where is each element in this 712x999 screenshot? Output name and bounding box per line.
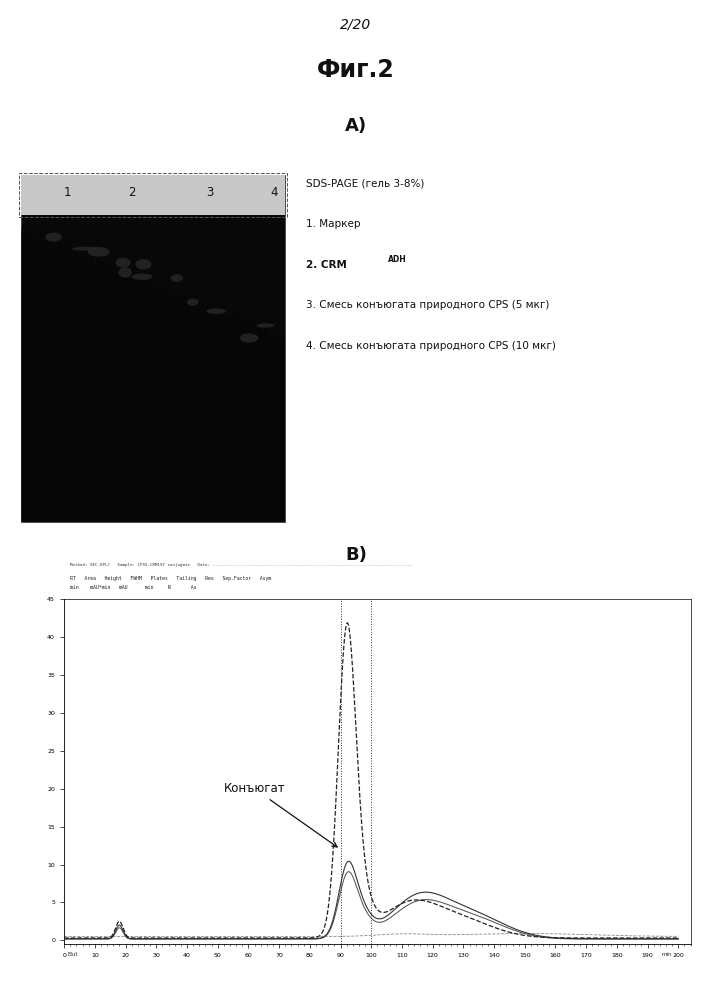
Text: 1: 1 bbox=[64, 187, 71, 200]
Text: 3. Смесь конъюгата природного CPS (5 мкг): 3. Смесь конъюгата природного CPS (5 мкг… bbox=[306, 301, 550, 311]
Ellipse shape bbox=[132, 274, 152, 280]
Text: RT   Area   Height   FWHM   Plates   Tailing   Res   Sep.Factor   Asym: RT Area Height FWHM Plates Tailing Res S… bbox=[70, 575, 444, 581]
Ellipse shape bbox=[72, 247, 99, 251]
Text: 4: 4 bbox=[271, 187, 278, 200]
Ellipse shape bbox=[206, 309, 226, 314]
Text: 2: 2 bbox=[128, 187, 135, 200]
Ellipse shape bbox=[256, 324, 274, 328]
Text: Конъюгат: Конъюгат bbox=[224, 782, 337, 847]
Bar bbox=[19, 173, 287, 217]
Text: B): B) bbox=[345, 546, 367, 564]
Ellipse shape bbox=[115, 258, 130, 268]
Bar bbox=[21, 175, 285, 216]
Ellipse shape bbox=[171, 275, 183, 282]
Ellipse shape bbox=[88, 247, 110, 257]
Text: ADH: ADH bbox=[388, 255, 407, 264]
Text: Фиг.2: Фиг.2 bbox=[317, 58, 395, 82]
Text: Method: SEC-HPLC   Sample: CPS5-CRM197 conjugate   Date: -----------------------: Method: SEC-HPLC Sample: CPS5-CRM197 con… bbox=[70, 563, 413, 567]
Text: 4. Смесь конъюгата природного CPS (10 мкг): 4. Смесь конъюгата природного CPS (10 мк… bbox=[306, 341, 556, 351]
Bar bbox=[21, 175, 285, 522]
Text: 2. CRM: 2. CRM bbox=[306, 260, 347, 270]
Text: A): A) bbox=[345, 117, 367, 135]
Ellipse shape bbox=[240, 334, 258, 343]
Text: min: min bbox=[661, 951, 672, 957]
Text: min    mAU*min   mAU      min     N       As: min mAU*min mAU min N As bbox=[70, 585, 456, 590]
Polygon shape bbox=[21, 222, 285, 521]
Ellipse shape bbox=[118, 268, 132, 278]
Text: 3: 3 bbox=[206, 187, 214, 200]
Ellipse shape bbox=[187, 299, 199, 306]
Text: SDS-PAGE (гель 3-8%): SDS-PAGE (гель 3-8%) bbox=[306, 178, 424, 189]
Text: Elut: Elut bbox=[67, 951, 78, 957]
Ellipse shape bbox=[46, 233, 62, 242]
Ellipse shape bbox=[135, 259, 152, 270]
Text: 2/20: 2/20 bbox=[340, 18, 372, 32]
Text: 1. Маркер: 1. Маркер bbox=[306, 219, 361, 229]
